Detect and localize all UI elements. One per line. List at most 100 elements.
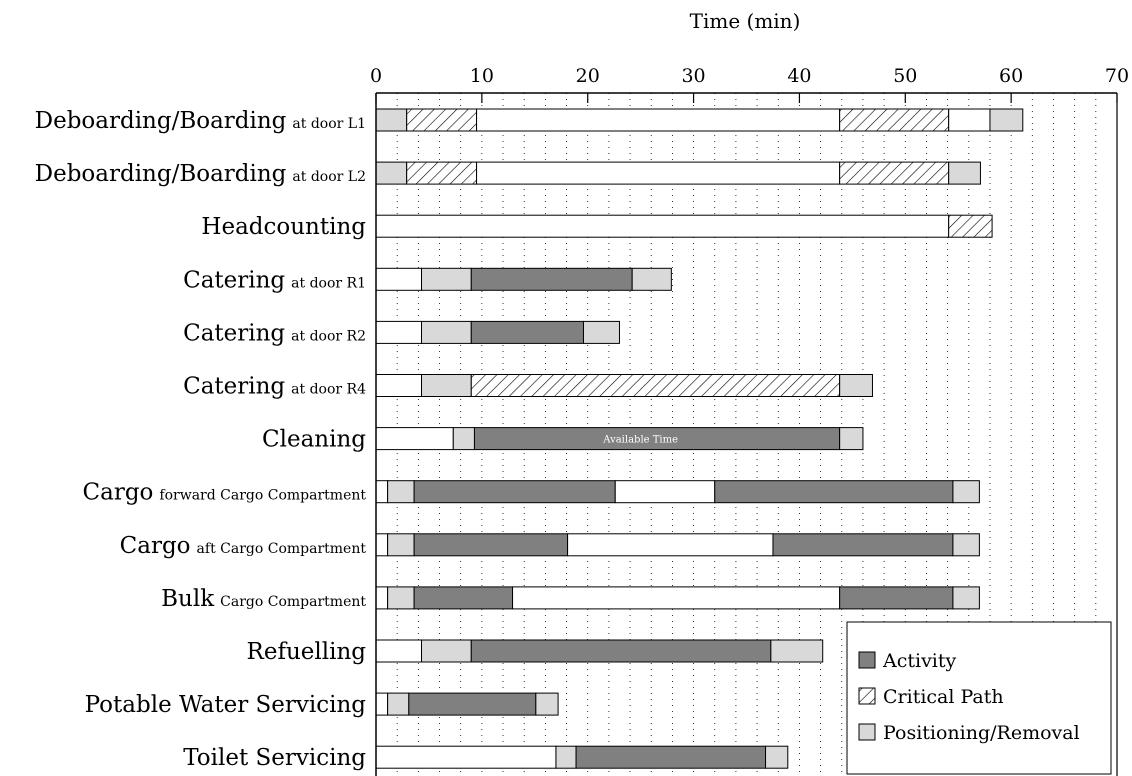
legend-box [846, 621, 1112, 775]
task-row: Potable Water Servicing [85, 692, 559, 718]
legend-label: Critical Path [883, 686, 1004, 708]
bar-segment-positioning [952, 533, 980, 557]
bar-segment-positioning [387, 533, 415, 557]
bar-segment-idle [375, 586, 389, 610]
bar-segment-positioning [839, 427, 864, 451]
task-name: Toilet Servicing [183, 745, 366, 771]
bar-segment-activity [470, 639, 772, 663]
bar-segment-activity [839, 586, 954, 610]
task-row: Headcounting [201, 214, 993, 240]
bar-segment-critical [948, 214, 993, 238]
task-row: Cargo aft Cargo Compartment [120, 533, 980, 559]
bar-segment-idle [614, 480, 716, 504]
task-row: Bulk Cargo Compartment [161, 586, 980, 612]
x-tick-label: 30 [681, 65, 705, 87]
bar-segment-idle [375, 214, 950, 238]
bar-segment-idle [567, 533, 774, 557]
x-tick-label: 10 [470, 65, 494, 87]
legend-label: Activity [882, 650, 957, 672]
bar-segment-critical [839, 108, 950, 132]
task-row: Deboarding/Boarding at door L2 [35, 161, 981, 187]
bar-segment-idle [375, 745, 557, 769]
task-label: Cargo forward Cargo Compartment [83, 480, 367, 506]
bar-segment-idle [476, 161, 841, 185]
legend-label: Positioning/Removal [883, 722, 1080, 744]
task-location: aft Cargo Compartment [197, 541, 367, 557]
task-label: Catering at door R1 [183, 267, 366, 293]
bar-segment-positioning [555, 745, 577, 769]
bar-segment-idle [512, 586, 841, 610]
task-label: Toilet Servicing [183, 745, 366, 771]
task-row: Refuelling [247, 639, 824, 665]
bar-segment-idle [375, 374, 423, 397]
bar-segment-positioning [765, 745, 789, 769]
task-row: Catering at door R4 [183, 374, 873, 400]
x-tick-label: 20 [576, 65, 600, 87]
bar-segment-idle [375, 320, 423, 344]
task-name: Deboarding/Boarding [35, 108, 287, 134]
task-label: Deboarding/Boarding at door L1 [35, 108, 366, 134]
bar-segment-critical [470, 374, 841, 397]
task-name: Cleaning [262, 427, 366, 453]
bar-segment-critical [839, 161, 950, 185]
bar-segment-activity [413, 586, 514, 610]
bar-segment-positioning [421, 320, 472, 344]
task-row: Catering at door R2 [183, 320, 620, 346]
task-name: Catering [183, 374, 285, 400]
bar-segment-activity [408, 692, 537, 716]
bar-segment-idle [375, 639, 423, 663]
bar-segment-activity [413, 480, 616, 504]
bar-segment-positioning [952, 480, 980, 504]
bar-segment-positioning [839, 374, 873, 397]
bar-segment-activity [772, 533, 954, 557]
task-name: Potable Water Servicing [85, 692, 367, 718]
bar-segment-positioning [375, 108, 408, 132]
task-label: Headcounting [201, 214, 366, 240]
bar-segment-positioning [387, 586, 415, 610]
task-name: Bulk [161, 586, 215, 612]
bar-segment-positioning [948, 161, 981, 185]
x-tick-label: 0 [370, 65, 382, 87]
task-name: Headcounting [201, 214, 366, 240]
bar-segment-idle [375, 427, 454, 451]
bar-segment-critical [406, 108, 478, 132]
task-name: Catering [183, 320, 285, 346]
bar-segment-positioning [375, 161, 408, 185]
bar-segment-positioning [421, 267, 472, 291]
bar-segment-idle [375, 480, 389, 504]
task-row: Toilet Servicing [183, 745, 789, 771]
task-label: Bulk Cargo Compartment [161, 586, 366, 612]
x-tick-label: 60 [999, 65, 1023, 87]
task-row: Cargo forward Cargo Compartment [83, 480, 980, 506]
bar-annotation: Available Time [602, 435, 678, 446]
grid-lines [396, 93, 1118, 776]
x-tick-label: 50 [893, 65, 917, 87]
task-label: Cleaning [262, 427, 366, 453]
bar-segment-idle [476, 108, 841, 132]
task-name: Cargo [83, 480, 154, 506]
task-label: Potable Water Servicing [85, 692, 367, 718]
task-name: Cargo [120, 533, 191, 559]
bar-segment-activity [413, 533, 569, 557]
bar-segment-activity [470, 267, 633, 291]
bar-segment-activity [470, 320, 584, 344]
task-label: Cargo aft Cargo Compartment [120, 533, 367, 559]
legend: Activity Critical Path Positioning/Removal [846, 621, 1112, 775]
x-axis-title: Time (min) [690, 9, 801, 33]
x-axis-ticks: 0 10 20 30 40 50 60 70 [370, 65, 1129, 103]
bar-segment-positioning [952, 586, 980, 610]
task-label: Refuelling [247, 639, 367, 665]
x-tick-label: 40 [787, 65, 811, 87]
legend-swatch-critical [858, 687, 876, 705]
task-name: Catering [183, 267, 285, 293]
bar-segment-activity [575, 745, 767, 769]
bar-segment-positioning [631, 267, 672, 291]
bar-segment-activity [714, 480, 954, 504]
bar-segment-idle [375, 533, 389, 557]
bar-segment-positioning [535, 692, 559, 716]
legend-swatch-positioning [858, 723, 876, 741]
task-location: at door R1 [291, 275, 366, 291]
task-row: Deboarding/Boarding at door L1 [35, 108, 1024, 134]
bar-segment-idle [375, 692, 389, 716]
